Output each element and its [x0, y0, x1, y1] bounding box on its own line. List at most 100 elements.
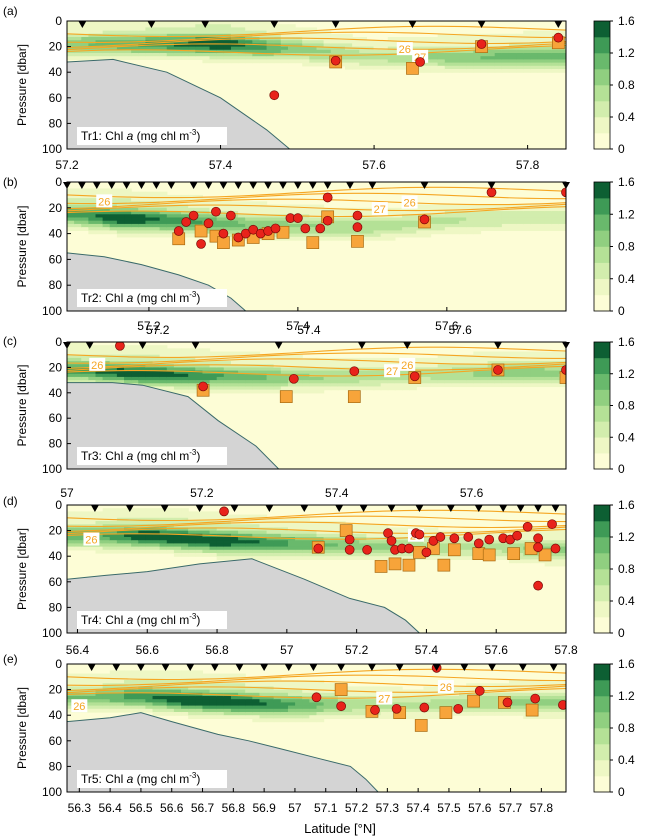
chl-cell [359, 708, 367, 713]
chl-cell [95, 680, 104, 684]
chl-cell [537, 357, 546, 362]
chl-cell [537, 680, 546, 684]
chl-cell [230, 514, 239, 519]
chl-cell [116, 705, 125, 710]
chl-cell [145, 530, 154, 535]
chl-cell [202, 348, 211, 353]
chl-cell [188, 49, 196, 54]
chl-cell [309, 533, 318, 538]
colorbar-tick-label: 1.6 [618, 175, 635, 189]
chl-cell [330, 556, 339, 560]
chl-cell [544, 357, 553, 362]
chl-cell [152, 673, 161, 678]
chl-cell [523, 53, 531, 57]
chl-cell [337, 540, 346, 544]
chl-cell [537, 367, 546, 372]
station-marker [308, 182, 317, 189]
chl-cell [159, 211, 168, 215]
chl-cell [124, 696, 132, 700]
chl-cell [295, 227, 303, 231]
chl-cell [181, 227, 189, 231]
transect-label-bg [77, 447, 227, 465]
chl-cell [230, 683, 239, 687]
chl-cell [266, 676, 275, 681]
chl-cell [423, 537, 432, 541]
chl-cell [316, 376, 325, 381]
chl-cell [551, 354, 560, 359]
chl-cell [245, 220, 253, 225]
chl-cell [402, 383, 410, 388]
station-marker [234, 182, 243, 189]
chl-cell [330, 546, 339, 551]
chl-cell [102, 702, 111, 707]
chl-cell [202, 364, 211, 368]
chl-cell [508, 204, 517, 209]
chl-cell [487, 361, 496, 365]
chl-cell [259, 27, 268, 32]
chl-cell [181, 511, 189, 516]
chl-cell [280, 37, 289, 41]
chl-cell [337, 230, 346, 235]
chl-cell [558, 223, 566, 228]
chl-cell [138, 537, 147, 541]
sample-square [559, 371, 566, 384]
chl-cell [102, 546, 111, 551]
chl-cell [145, 549, 154, 554]
chl-cell [387, 217, 396, 222]
chl-cell [230, 46, 239, 51]
chl-cell [551, 357, 560, 362]
chl-cell [451, 62, 460, 67]
chl-cell [95, 188, 104, 193]
chl-cell [202, 511, 211, 516]
chl-cell [202, 361, 211, 365]
chl-cell [366, 524, 375, 528]
chl-cell [544, 220, 553, 225]
chl-cell [451, 556, 460, 560]
chl-cell [416, 227, 425, 231]
chl-cell [537, 227, 546, 231]
chl-cell [459, 361, 467, 365]
colorbar-segment [594, 342, 610, 359]
chl-cell [295, 540, 303, 544]
sample-circle [386, 535, 397, 546]
chl-cell [352, 708, 360, 713]
chl-cell [109, 30, 118, 35]
chl-cell [173, 24, 182, 28]
chl-cell [523, 40, 531, 44]
chl-cell [487, 712, 496, 716]
chl-cell [166, 386, 175, 391]
sample-circle [463, 532, 474, 542]
chl-cell [473, 69, 482, 73]
chl-cell [373, 65, 382, 70]
chl-cell [81, 342, 89, 346]
chl-cell [252, 715, 261, 719]
chl-cell [359, 556, 367, 560]
chl-cell [209, 227, 218, 231]
chl-cell [216, 549, 225, 554]
chl-cell [287, 702, 296, 707]
chl-cell [558, 708, 566, 713]
chl-cell [95, 191, 104, 196]
chl-cell [138, 351, 147, 356]
chl-cell [530, 214, 539, 219]
y-tick-label: 60 [49, 91, 63, 105]
chl-cell [487, 357, 496, 362]
chl-cell [188, 373, 196, 378]
chl-cell [195, 670, 204, 675]
chl-cell [238, 43, 246, 48]
chl-cell [366, 533, 375, 538]
sample-circle [288, 373, 299, 384]
chl-cell [124, 543, 132, 548]
colorbar: 1.61.20.80.40 [593, 657, 635, 799]
chl-cell [380, 223, 389, 228]
chl-cell [330, 530, 339, 535]
chl-cell [430, 204, 439, 209]
chl-cell [302, 220, 310, 225]
chl-cell [88, 517, 97, 522]
chl-cell [245, 689, 253, 694]
chl-cell [523, 383, 531, 388]
chl-cell [173, 207, 182, 212]
chl-cell [230, 540, 239, 544]
sample-circle [558, 700, 566, 710]
chl-cell [551, 562, 560, 567]
